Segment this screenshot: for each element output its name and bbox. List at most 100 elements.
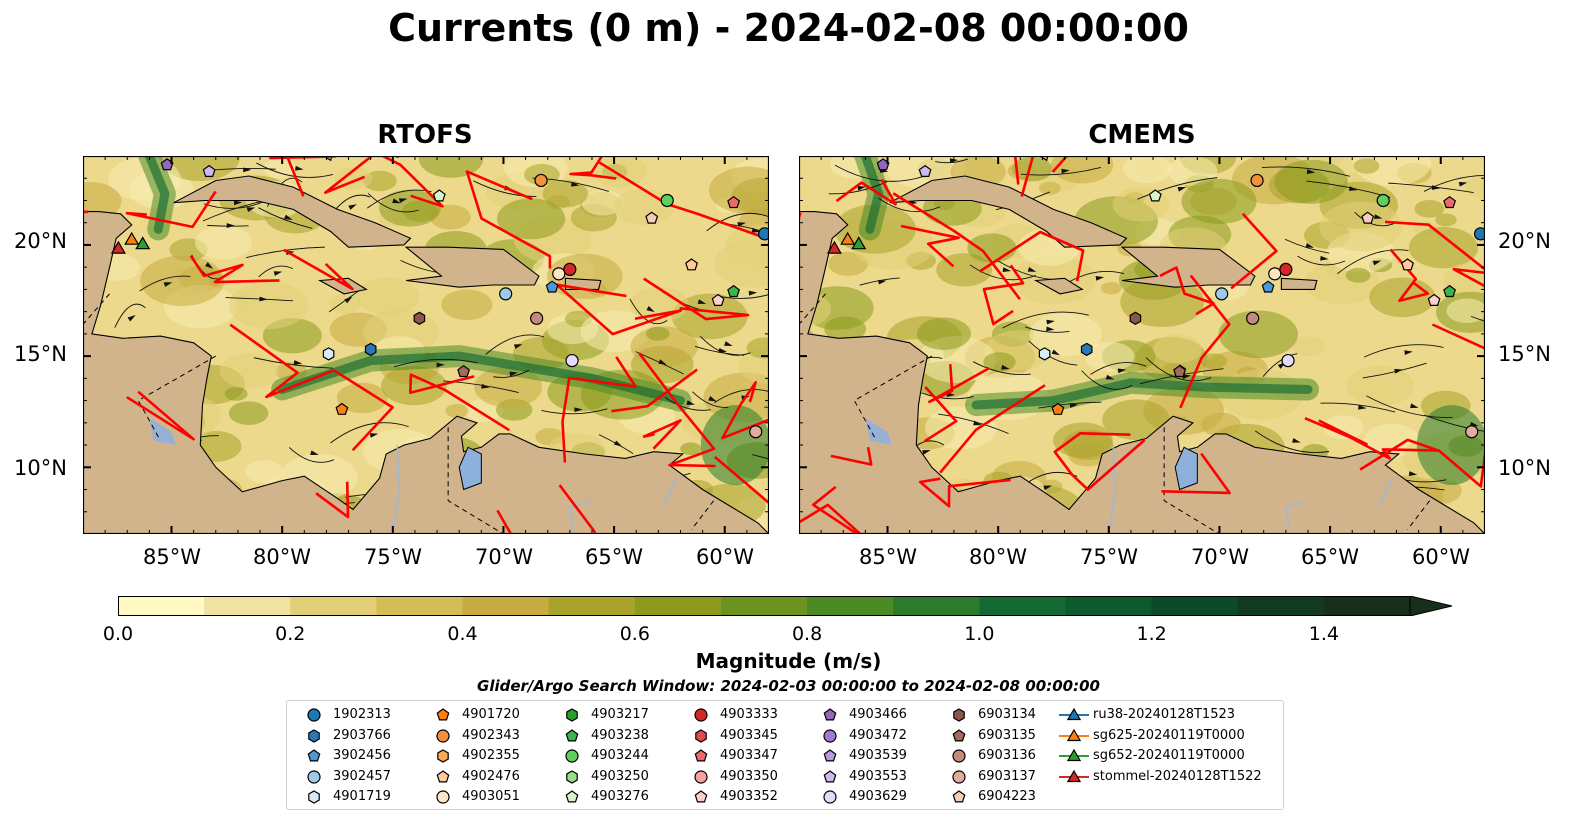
panel-title-cmems: CMEMS (1088, 120, 1196, 150)
legend-label: 4903352 (720, 789, 778, 804)
marker-3902457 (499, 287, 513, 301)
legend-marker-3902456 (307, 749, 321, 762)
legend-marker-6903136 (952, 749, 966, 763)
lon-label-65w: 65°W (1301, 545, 1359, 569)
lat-label-20n-right: 20°N (1498, 229, 1551, 253)
marker-3902456 (545, 280, 559, 293)
colorbar-segment (376, 596, 464, 616)
marker-6904223 (1361, 211, 1375, 224)
legend-marker-stommel-20240128T1522 (1066, 769, 1082, 782)
marker-4903352 (1427, 293, 1441, 306)
marker-sg625-20240119T0000 (840, 231, 856, 245)
marker-2903766 (1080, 342, 1093, 357)
legend-marker-4902476 (436, 769, 450, 782)
marker-6903134 (1129, 311, 1142, 325)
legend-label: 4903347 (720, 748, 778, 763)
marker-4903051 (552, 267, 566, 281)
marker-2903766 (364, 342, 377, 357)
marker-4902343 (534, 173, 548, 188)
marker-6903135 (457, 364, 471, 378)
marker-3902456 (1261, 280, 1275, 293)
marker-4903347 (727, 195, 741, 209)
legend-label: 4903472 (849, 727, 907, 743)
legend-marker-4903629 (823, 790, 837, 804)
lon-label-85w: 85°W (143, 545, 201, 569)
marker-4901719 (322, 347, 335, 361)
lon-label-70w: 70°W (475, 545, 533, 569)
marker-4901720 (335, 402, 349, 415)
marker-4903333 (563, 262, 577, 277)
legend-label: 4901720 (462, 707, 520, 722)
colorbar-segment (1065, 596, 1153, 616)
marker-4903244 (660, 193, 674, 208)
marker-stommel-20240128T1522 (110, 240, 126, 254)
colorbar-segment (204, 596, 291, 616)
legend-label: 4903539 (849, 748, 907, 763)
marker-1902313 (1473, 227, 1485, 241)
legend-marker-4903345 (695, 728, 707, 743)
colorbar-segment (807, 596, 894, 616)
legend-label: 6903137 (978, 768, 1036, 784)
marker-6903134 (413, 311, 426, 325)
legend: 1902313 2903766 3902456 3902457 4901719 49017… (286, 700, 1284, 810)
legend-label: sg625-20240119T0000 (1093, 727, 1245, 743)
colorbar-tick-label: 0.0 (102, 623, 134, 645)
legend-marker-4903244 (565, 749, 579, 763)
panel-title-rtofs: RTOFS (377, 120, 473, 150)
legend-label: 6903136 (978, 748, 1036, 763)
legend-label: ru38-20240128T1523 (1093, 707, 1236, 722)
lat-label-10n: 10°N (14, 456, 67, 480)
colorbar-segment (1237, 596, 1325, 616)
colorbar-segment (720, 596, 808, 616)
legend-marker-sg652-20240119T0000 (1066, 748, 1082, 762)
lat-label-15n-right: 15°N (1498, 342, 1551, 366)
colorbar-tick-label: 0.6 (619, 623, 650, 645)
legend-marker-4903350 (694, 769, 708, 784)
marker-4903553 (918, 164, 932, 177)
marker-stommel-20240128T1522 (826, 240, 842, 254)
colorbar-tick-label: 0.8 (791, 623, 823, 645)
legend-marker-4902343 (436, 728, 450, 743)
marker-4903347 (1443, 195, 1457, 209)
map-canvas (799, 156, 1485, 534)
colorbar-segment (893, 596, 980, 616)
map-canvas (83, 156, 769, 534)
legend-marker-4903347 (694, 749, 708, 762)
legend-marker-2903766 (308, 728, 320, 743)
marker-4902476 (685, 258, 699, 271)
legend-marker-4901719 (308, 790, 320, 804)
lon-label-65w: 65°W (585, 545, 643, 569)
colorbar-segment (548, 596, 636, 616)
map-panel-cmems (799, 156, 1485, 534)
lon-label-80w: 80°W (969, 545, 1027, 569)
marker-4903244 (1376, 193, 1390, 208)
colorbar-segment (118, 596, 205, 616)
marker-6903136 (1246, 311, 1260, 325)
marker-4903238 (727, 284, 741, 298)
legend-label: 4903238 (591, 727, 649, 743)
legend-marker-4903352 (694, 790, 708, 803)
legend-label: 4902355 (462, 748, 520, 763)
legend-label: 4902343 (462, 727, 520, 743)
legend-marker-ru38-20240128T1523 (1066, 707, 1082, 721)
marker-4903333 (1279, 262, 1293, 277)
marker-4903553 (202, 164, 216, 177)
colorbar-label: Magnitude (m/s) (695, 649, 882, 673)
legend-marker-4903472 (823, 728, 837, 743)
legend-label: 3902457 (333, 768, 391, 784)
marker-4903238 (1443, 284, 1457, 298)
lon-label-75w: 75°W (1080, 545, 1138, 569)
legend-marker-4901720 (436, 708, 450, 721)
legend-label: stommel-20240128T1522 (1093, 768, 1262, 784)
legend-marker-6903137 (952, 769, 966, 784)
legend-label: 6904223 (978, 789, 1036, 804)
legend-label: 2903766 (333, 727, 391, 743)
legend-marker-4902355 (437, 749, 449, 763)
marker-sg652-20240119T0000 (135, 236, 151, 250)
legend-marker-4903539 (823, 749, 837, 762)
marker-4903051 (1268, 267, 1282, 281)
legend-label: 4903350 (720, 768, 778, 784)
legend-marker-4903466 (823, 708, 837, 721)
lon-label-85w: 85°W (859, 545, 917, 569)
marker-4902476 (1401, 258, 1415, 271)
